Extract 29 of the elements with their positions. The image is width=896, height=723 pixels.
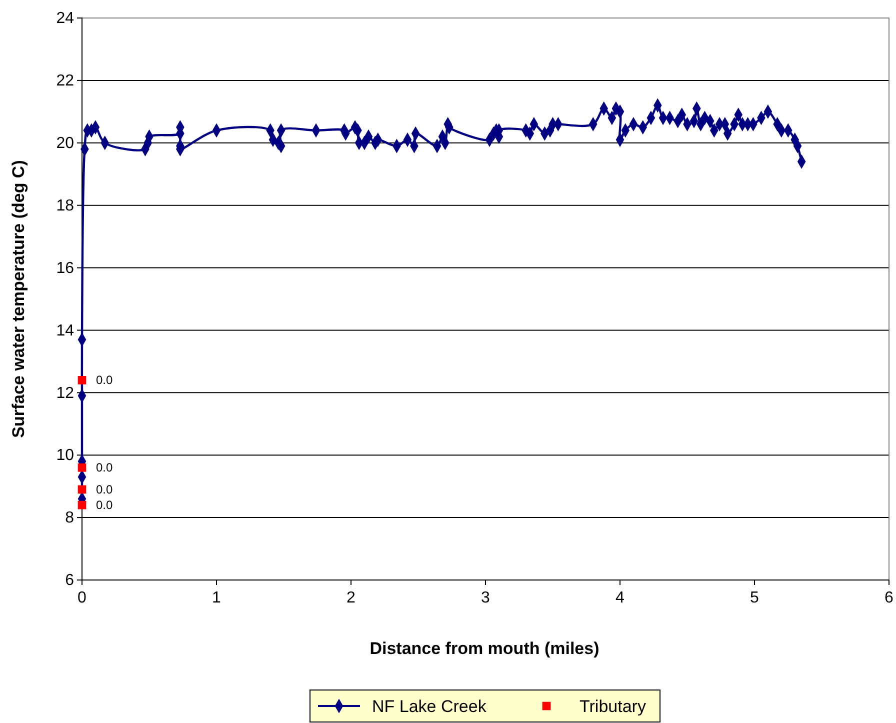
annotation: 0.0 [96, 460, 114, 475]
annotation: 0.0 [96, 498, 114, 512]
point [78, 463, 86, 472]
point [78, 500, 86, 510]
x-axis-title: Distance from mouth (miles) [370, 639, 600, 658]
x-tick-label: 2 [346, 589, 356, 606]
y-tick-label: 16 [56, 260, 74, 277]
legend-label: NF Lake Creek [372, 697, 487, 716]
x-tick-label: 0 [78, 589, 87, 606]
y-tick-label: 24 [56, 10, 74, 28]
point [78, 376, 86, 384]
annotation: 0.0 [96, 373, 114, 388]
x-tick-label: 4 [616, 589, 625, 606]
x-tick-label: 6 [884, 589, 894, 606]
x-tick-label: 5 [750, 589, 760, 606]
point [78, 485, 86, 494]
annotation: 0.0 [96, 482, 114, 496]
y-tick-label: 6 [65, 572, 74, 590]
y-tick-label: 12 [56, 384, 74, 402]
legend-label: Tributary [580, 697, 646, 716]
y-tick-label: 8 [65, 510, 74, 527]
y-tick-label: 22 [56, 72, 74, 90]
y-axis-title: Surface water temperature (deg C) [9, 160, 28, 438]
x-tick-label: 3 [481, 589, 490, 606]
y-tick-label: 20 [56, 135, 74, 152]
y-tick-label: 18 [56, 197, 74, 214]
y-tick-label: 10 [56, 447, 74, 464]
y-tick-label: 14 [56, 322, 74, 340]
x-tick-label: 1 [212, 589, 222, 606]
